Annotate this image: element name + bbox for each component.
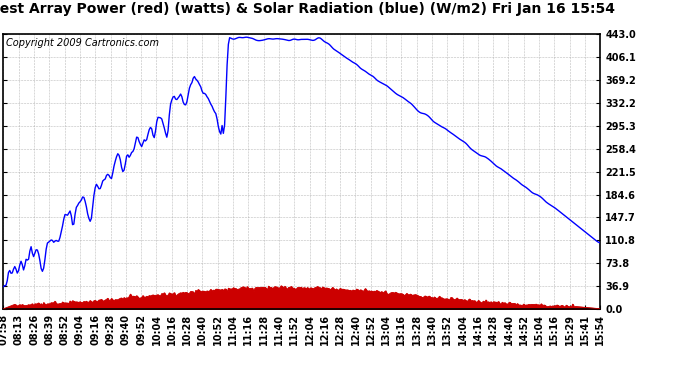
Text: West Array Power (red) (watts) & Solar Radiation (blue) (W/m2) Fri Jan 16 15:54: West Array Power (red) (watts) & Solar R… [0, 2, 615, 16]
Text: Copyright 2009 Cartronics.com: Copyright 2009 Cartronics.com [6, 38, 159, 48]
